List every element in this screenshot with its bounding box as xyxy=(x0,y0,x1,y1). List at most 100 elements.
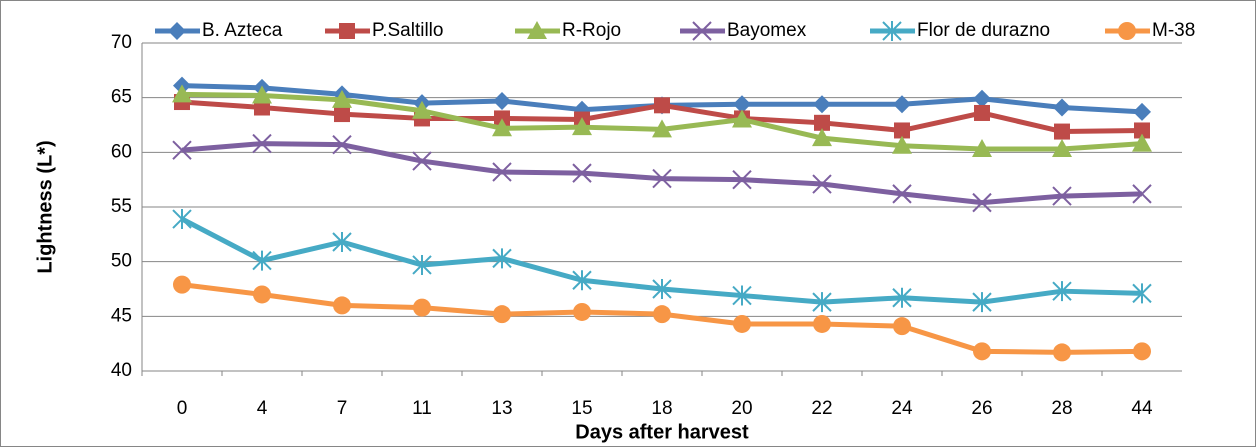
marker xyxy=(333,296,351,315)
marker xyxy=(814,114,830,131)
marker xyxy=(733,314,751,333)
marker xyxy=(412,254,432,275)
y-tick-label: 45 xyxy=(111,305,132,326)
marker xyxy=(527,21,547,39)
x-tick-label: 13 xyxy=(491,398,512,419)
y-tick-label: 70 xyxy=(111,32,132,53)
legend-label: Bayomex xyxy=(727,20,807,41)
marker xyxy=(253,285,271,304)
marker xyxy=(573,302,591,321)
marker xyxy=(1132,184,1152,204)
x-tick-label: 20 xyxy=(731,398,752,419)
marker xyxy=(168,22,186,40)
marker xyxy=(492,162,512,182)
marker xyxy=(972,139,992,158)
marker xyxy=(332,89,352,108)
marker xyxy=(1133,342,1151,361)
marker xyxy=(1118,22,1136,40)
marker xyxy=(882,21,902,41)
x-tick-label: 18 xyxy=(651,398,672,419)
marker xyxy=(172,209,192,230)
marker xyxy=(1053,98,1071,117)
marker xyxy=(493,91,511,110)
marker xyxy=(692,21,712,41)
x-tick-label: 7 xyxy=(337,398,348,419)
marker xyxy=(732,285,752,306)
marker xyxy=(1132,283,1152,304)
marker xyxy=(572,117,592,136)
marker xyxy=(812,128,832,147)
legend-label: P.Saltillo xyxy=(372,20,443,41)
marker xyxy=(173,275,191,294)
marker xyxy=(1052,186,1072,206)
marker xyxy=(334,106,350,123)
marker xyxy=(172,84,192,103)
marker xyxy=(412,151,432,171)
marker xyxy=(653,305,671,324)
marker xyxy=(252,133,272,154)
marker xyxy=(893,95,911,114)
marker xyxy=(412,100,432,119)
marker xyxy=(339,23,355,39)
marker xyxy=(1052,281,1072,302)
marker xyxy=(813,95,831,114)
marker xyxy=(894,122,910,139)
marker xyxy=(892,287,912,308)
legend-label: Flor de durazno xyxy=(917,20,1050,41)
marker xyxy=(973,89,991,108)
y-axis-label: Lightness (L*) xyxy=(34,140,56,273)
marker xyxy=(1133,102,1151,121)
marker xyxy=(572,163,592,183)
marker xyxy=(654,97,670,114)
marker xyxy=(893,317,911,336)
y-tick-label: 40 xyxy=(111,360,132,381)
marker xyxy=(1053,343,1071,362)
marker xyxy=(733,95,751,114)
x-tick-label: 0 xyxy=(177,398,188,419)
marker xyxy=(652,168,672,189)
y-tick-label: 65 xyxy=(111,87,132,108)
marker xyxy=(492,118,512,137)
legend-label: M-38 xyxy=(1152,20,1195,41)
x-axis-label: Days after harvest xyxy=(575,421,749,443)
y-tick-label: 60 xyxy=(111,141,132,162)
marker xyxy=(972,192,992,213)
marker xyxy=(652,279,672,299)
marker xyxy=(892,135,912,154)
x-tick-label: 26 xyxy=(971,398,992,419)
marker xyxy=(492,248,512,269)
marker xyxy=(252,85,272,104)
marker xyxy=(1132,133,1152,152)
marker xyxy=(972,292,992,313)
marker xyxy=(332,134,352,155)
x-tick-label: 28 xyxy=(1051,398,1072,419)
marker xyxy=(1134,122,1150,139)
marker xyxy=(172,140,192,160)
marker xyxy=(332,231,352,252)
marker xyxy=(974,104,990,121)
legend-label: R-Rojo xyxy=(562,20,621,41)
marker xyxy=(813,314,831,333)
marker xyxy=(252,250,272,271)
x-tick-label: 24 xyxy=(891,398,913,419)
marker xyxy=(413,298,431,317)
marker xyxy=(973,342,991,361)
marker xyxy=(812,174,832,194)
y-tick-label: 55 xyxy=(111,196,132,217)
marker xyxy=(1052,139,1072,158)
x-tick-label: 11 xyxy=(412,398,432,419)
x-tick-label: 44 xyxy=(1131,398,1153,419)
y-tick-label: 50 xyxy=(111,251,132,272)
x-tick-label: 22 xyxy=(811,398,832,419)
marker xyxy=(812,292,832,313)
legend-label: B. Azteca xyxy=(202,20,283,41)
x-tick-label: 15 xyxy=(571,398,592,419)
marker xyxy=(892,184,912,204)
marker xyxy=(652,119,672,138)
marker xyxy=(254,99,270,116)
marker xyxy=(1054,123,1070,140)
marker xyxy=(493,305,511,324)
marker xyxy=(572,270,592,291)
